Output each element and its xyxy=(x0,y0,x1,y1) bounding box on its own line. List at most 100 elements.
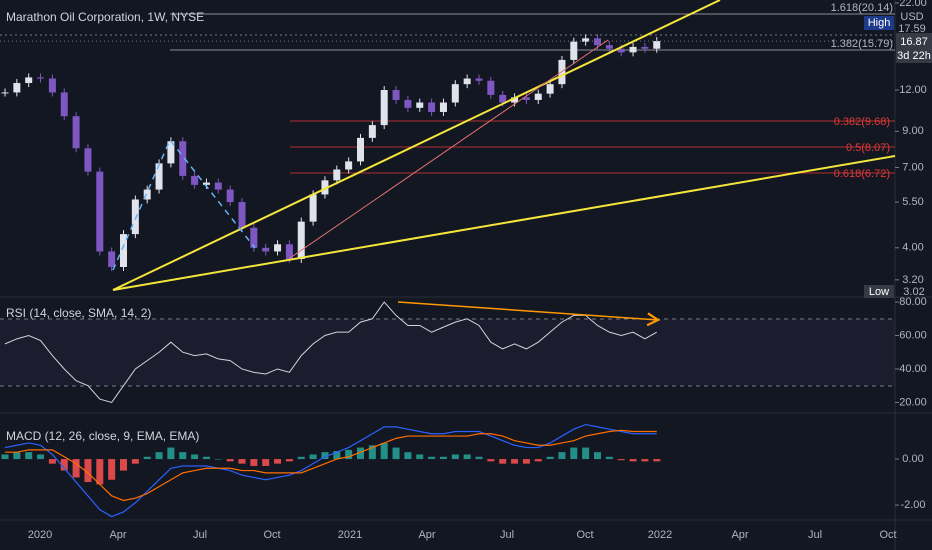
y-tick-label: 9.00 xyxy=(902,125,923,137)
y-tick-label: 22.00 xyxy=(899,0,927,9)
candle xyxy=(250,227,258,248)
rsi-title: RSI (14, close, SMA, 14, 2) xyxy=(6,306,151,320)
marks xyxy=(0,34,895,518)
candle xyxy=(202,182,210,185)
histogram-bar xyxy=(594,452,601,460)
x-tick-label: Oct xyxy=(576,529,593,541)
candle xyxy=(25,77,33,84)
candle xyxy=(629,46,637,53)
macd-line xyxy=(5,429,657,502)
x-tick-label: 2021 xyxy=(338,529,362,541)
candle xyxy=(380,90,388,126)
candle xyxy=(511,97,519,103)
histogram-bar xyxy=(155,452,163,460)
histogram-bar xyxy=(226,459,234,462)
divergence-arrow xyxy=(397,301,661,327)
histogram-bar xyxy=(522,459,530,464)
histogram-bar xyxy=(214,459,222,460)
candle xyxy=(605,45,613,49)
histogram-bar xyxy=(439,456,447,460)
y-tick-label: 12.00 xyxy=(899,84,927,96)
fib-label: 0.382(9.68) xyxy=(834,116,890,128)
fib-label: 0.618(6.72) xyxy=(834,168,890,180)
candle xyxy=(534,93,542,100)
y-tick-label: 40.00 xyxy=(899,363,927,375)
x-tick-label: Apr xyxy=(731,529,748,541)
trendline xyxy=(112,0,721,291)
candle xyxy=(451,84,459,103)
histogram-bar xyxy=(653,459,661,462)
x-tick-label: Apr xyxy=(109,529,126,541)
histogram-bar xyxy=(451,454,459,460)
candle xyxy=(226,189,234,203)
y-tick-label: 7.00 xyxy=(902,161,923,173)
y-tick-label: 80.00 xyxy=(899,296,927,308)
candle xyxy=(274,244,282,252)
fib-label: 1.382(15.79) xyxy=(831,38,893,50)
rsi-line xyxy=(4,301,657,404)
histogram-bar xyxy=(250,459,258,466)
histogram-bar xyxy=(368,445,376,460)
candle xyxy=(297,221,305,260)
candle xyxy=(321,180,329,195)
x-tick-label: Jul xyxy=(500,529,514,541)
candle xyxy=(345,161,353,170)
histogram-bar xyxy=(416,454,424,460)
x-tick-label: 2022 xyxy=(648,529,672,541)
candle xyxy=(48,78,56,93)
fib-label: 1.618(20.14) xyxy=(831,2,893,14)
histogram-bar xyxy=(143,456,151,460)
candle xyxy=(499,94,507,103)
histogram-bar xyxy=(463,454,471,460)
histogram-bar xyxy=(428,456,436,460)
candle xyxy=(96,171,104,252)
candle xyxy=(428,102,436,112)
rsi-band xyxy=(0,319,895,386)
histogram-bar xyxy=(191,454,199,460)
candle xyxy=(309,194,317,222)
candle xyxy=(546,84,554,94)
high-value: 17.59 xyxy=(898,23,926,35)
histogram-bar xyxy=(357,447,364,460)
histogram-bar xyxy=(13,452,21,460)
drawings xyxy=(112,0,896,327)
histogram-bar xyxy=(404,452,412,460)
candle xyxy=(475,78,483,81)
histogram-bar xyxy=(238,459,246,464)
candle xyxy=(368,125,376,138)
candle xyxy=(653,41,661,49)
y-tick-label: -2.00 xyxy=(900,499,925,511)
candle xyxy=(594,38,601,46)
histogram-bar xyxy=(380,442,388,460)
histogram-bar xyxy=(262,459,270,466)
low-value: 3.02 xyxy=(903,286,924,298)
trendline xyxy=(112,155,896,291)
histogram-bar xyxy=(96,459,104,485)
histogram-bar xyxy=(72,459,80,478)
histogram-bar xyxy=(641,459,649,462)
zigzag xyxy=(112,138,256,271)
candle xyxy=(13,83,21,93)
candle xyxy=(143,189,151,200)
histogram-bar xyxy=(60,459,68,471)
candle xyxy=(167,141,175,164)
candle xyxy=(262,247,270,252)
candle xyxy=(120,234,127,267)
x-tick-label: Apr xyxy=(418,529,435,541)
candle xyxy=(392,90,400,100)
last-price: 16.87 xyxy=(900,36,928,48)
histogram-bar xyxy=(487,459,495,462)
macd-title: MACD (12, 26, close, 9, EMA, EMA) xyxy=(6,429,199,443)
histogram-bar xyxy=(202,456,210,460)
histogram-bar xyxy=(120,459,127,471)
candle xyxy=(416,102,424,108)
histogram-bar xyxy=(131,459,139,464)
histogram-bar xyxy=(321,452,329,460)
candle xyxy=(439,102,447,112)
candle xyxy=(582,38,590,42)
candle xyxy=(37,77,45,79)
x-tick-label: Oct xyxy=(263,529,280,541)
candle xyxy=(214,182,222,190)
y-tick-label: 60.00 xyxy=(899,329,927,341)
